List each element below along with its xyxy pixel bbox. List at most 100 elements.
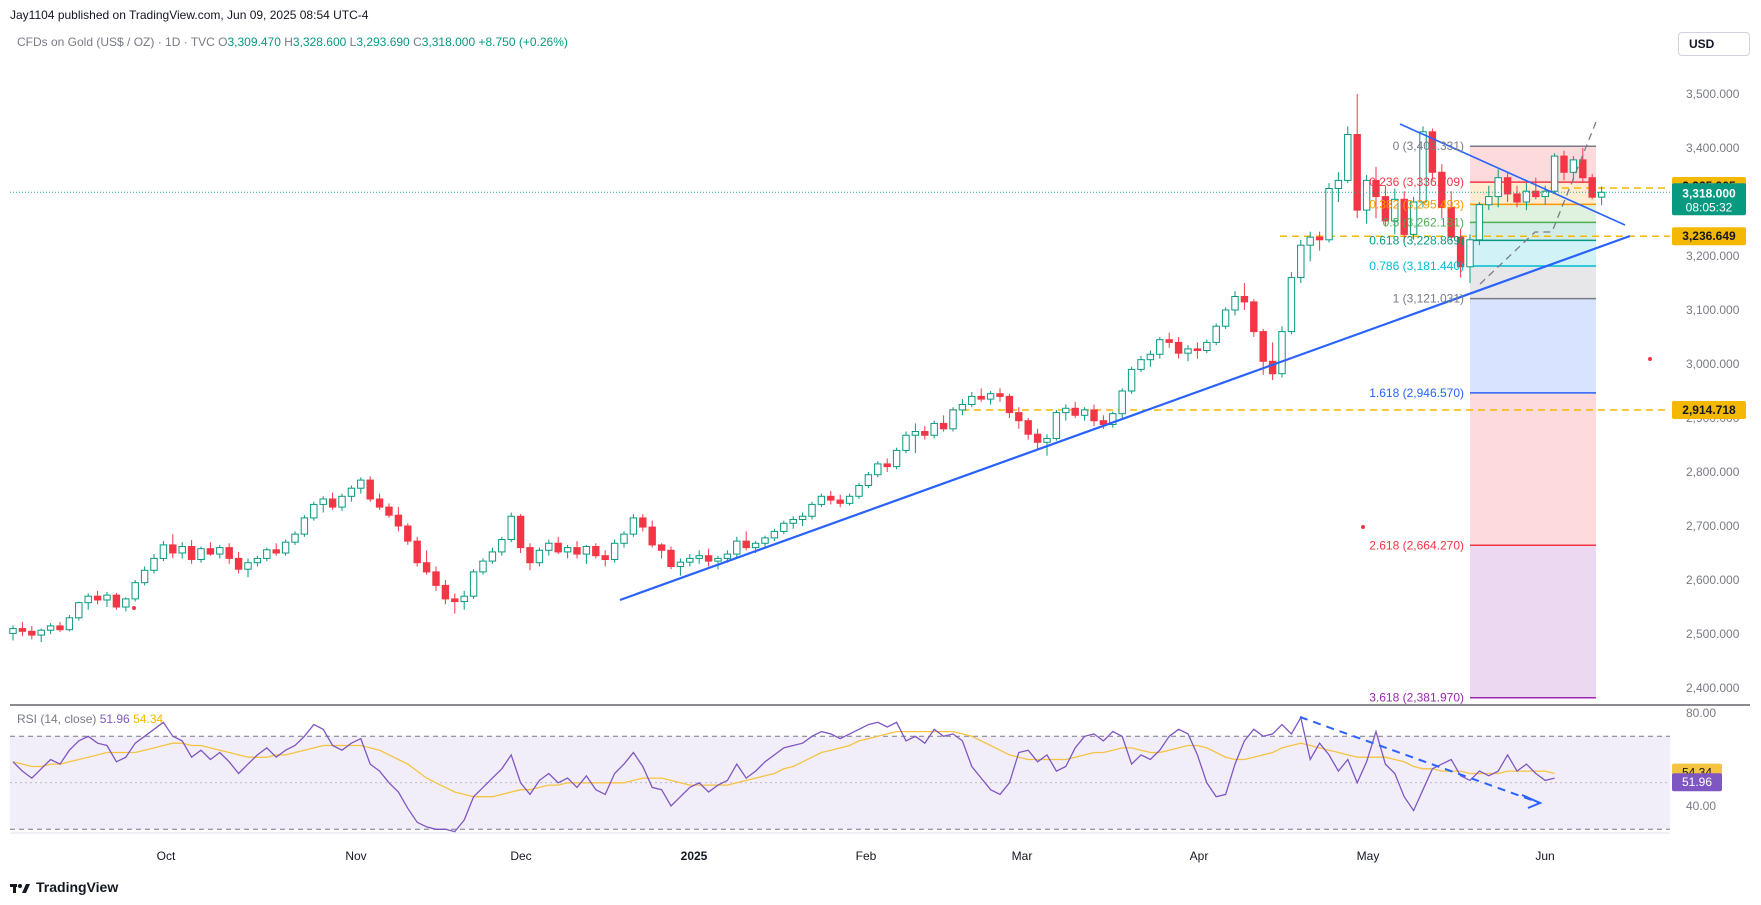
tradingview-logo[interactable]: TradingView bbox=[10, 879, 118, 895]
candle-body bbox=[1287, 277, 1296, 333]
candle-body bbox=[1381, 196, 1390, 222]
fib-zone bbox=[1470, 545, 1596, 698]
rsi-title[interactable]: RSI (14, close) bbox=[17, 712, 97, 726]
candle-body bbox=[347, 487, 356, 497]
candle-body bbox=[1325, 188, 1333, 241]
candle-body bbox=[855, 485, 863, 497]
candle-body bbox=[56, 625, 64, 631]
candle-body bbox=[798, 515, 807, 521]
rsi-value: 51.96 bbox=[99, 712, 130, 726]
resistance-trendline[interactable] bbox=[1399, 123, 1626, 226]
candle-body bbox=[563, 547, 572, 553]
candle-body bbox=[1522, 190, 1531, 203]
time-tick-label: May bbox=[1357, 849, 1380, 863]
rsi-ma-line bbox=[12, 730, 1555, 798]
time-tick-label: Feb bbox=[856, 849, 877, 863]
tradingview-logo-icon bbox=[10, 881, 30, 893]
candle-body bbox=[281, 541, 290, 554]
candle-body bbox=[441, 584, 450, 600]
candle-body bbox=[1221, 309, 1230, 327]
candle-body bbox=[1532, 190, 1540, 198]
candle-body bbox=[140, 569, 149, 584]
candle-body bbox=[883, 463, 891, 468]
candle-body bbox=[1090, 409, 1098, 422]
candle-body bbox=[1456, 236, 1465, 268]
candle-body bbox=[178, 546, 186, 554]
candle-body bbox=[253, 557, 262, 564]
candle-body bbox=[84, 595, 92, 604]
price-tick-label: 3,100.000 bbox=[1686, 303, 1740, 317]
time-tick-label: Mar bbox=[1012, 849, 1033, 863]
fib-level-label: 0.618 (3,228.869) bbox=[1369, 233, 1464, 247]
candle-body bbox=[1080, 409, 1089, 416]
candle-body bbox=[657, 544, 666, 551]
candle-body bbox=[949, 409, 957, 430]
time-tick-label: Dec bbox=[510, 849, 531, 863]
candle-body bbox=[1278, 331, 1286, 375]
candle-body bbox=[1466, 239, 1474, 268]
candle-body bbox=[1071, 407, 1079, 416]
publisher-line: Jay1104 published on TradingView.com, Ju… bbox=[10, 8, 369, 22]
projected-path bbox=[1479, 121, 1597, 285]
candle-body bbox=[479, 560, 487, 573]
last-price-tag bbox=[1672, 183, 1746, 216]
candle-body bbox=[968, 395, 976, 405]
candle-body bbox=[1344, 134, 1352, 181]
candlestick-series bbox=[9, 94, 1606, 643]
candle-body bbox=[770, 530, 779, 539]
fib-zones bbox=[1470, 145, 1596, 699]
candle-body bbox=[620, 533, 628, 544]
candle-body bbox=[197, 548, 205, 560]
candle-body bbox=[629, 517, 638, 535]
currency-button[interactable]: USD bbox=[1678, 32, 1750, 56]
candle-body bbox=[610, 542, 619, 560]
candle-body bbox=[686, 557, 694, 563]
close-value: 3,318.000 bbox=[421, 35, 476, 49]
price-pane[interactable]: 0 (3,403.331) 0.236 (3,336.709) 0.382 (3,2… bbox=[9, 94, 1670, 705]
candle-body bbox=[1569, 159, 1578, 173]
price-tick-label: 3,400.000 bbox=[1686, 141, 1740, 155]
candle-body bbox=[1315, 236, 1324, 241]
candle-body bbox=[1475, 204, 1484, 241]
candle-body bbox=[1118, 390, 1126, 415]
rsi-tick-label: 40.00 bbox=[1686, 799, 1716, 813]
level-price-tag bbox=[1672, 401, 1746, 420]
symbol-title[interactable]: CFDs on Gold (US$ / OZ) · 1D · TVC bbox=[17, 35, 215, 49]
support-trendline[interactable] bbox=[619, 234, 1631, 602]
fib-level-label: 0.382 (3,295.493) bbox=[1369, 197, 1464, 211]
candle-body bbox=[1438, 171, 1446, 208]
candle-body bbox=[300, 517, 309, 535]
fib-labels: 0 (3,403.331) 0.236 (3,336.709) 0.382 (3,2… bbox=[1369, 139, 1464, 705]
time-axis[interactable]: Oct Nov Dec 2025 Feb Mar Apr May Jun bbox=[157, 849, 1555, 863]
drawings bbox=[132, 121, 1652, 610]
candle-body bbox=[723, 553, 732, 559]
fib-level-label: 1 (3,121.031) bbox=[1393, 292, 1464, 306]
candle-body bbox=[187, 546, 196, 560]
candle-body bbox=[996, 393, 1004, 397]
candle-body bbox=[1174, 341, 1183, 354]
fib-level-label: 0.5 (3,262.181) bbox=[1383, 215, 1464, 229]
price-tick-label: 2,700.000 bbox=[1686, 519, 1740, 533]
candle-body bbox=[498, 539, 506, 553]
candle-body bbox=[1306, 236, 1314, 246]
candle-body bbox=[817, 495, 826, 505]
candle-body bbox=[751, 542, 760, 549]
rsi-legend[interactable]: RSI (14, close) 51.96 54.34 bbox=[17, 712, 163, 726]
low-value: 3,293.690 bbox=[356, 35, 410, 49]
high-value: 3,328.600 bbox=[292, 35, 347, 49]
candle-body bbox=[1362, 179, 1371, 211]
ohlc-legend[interactable]: CFDs on Gold (US$ / OZ) · 1D · TVC O3,30… bbox=[17, 35, 568, 49]
candle-body bbox=[1203, 341, 1211, 351]
candle-body bbox=[1400, 198, 1408, 235]
candle-body bbox=[169, 544, 177, 554]
candle-body bbox=[488, 551, 497, 562]
candle-body bbox=[338, 495, 346, 508]
candle-body bbox=[958, 404, 967, 411]
horizontal-lines bbox=[950, 187, 1670, 411]
candle-body bbox=[432, 571, 440, 586]
rsi-tag bbox=[1672, 773, 1722, 792]
fib-level-label: 0.786 (3,181.440) bbox=[1369, 259, 1464, 273]
candle-body bbox=[319, 498, 327, 505]
